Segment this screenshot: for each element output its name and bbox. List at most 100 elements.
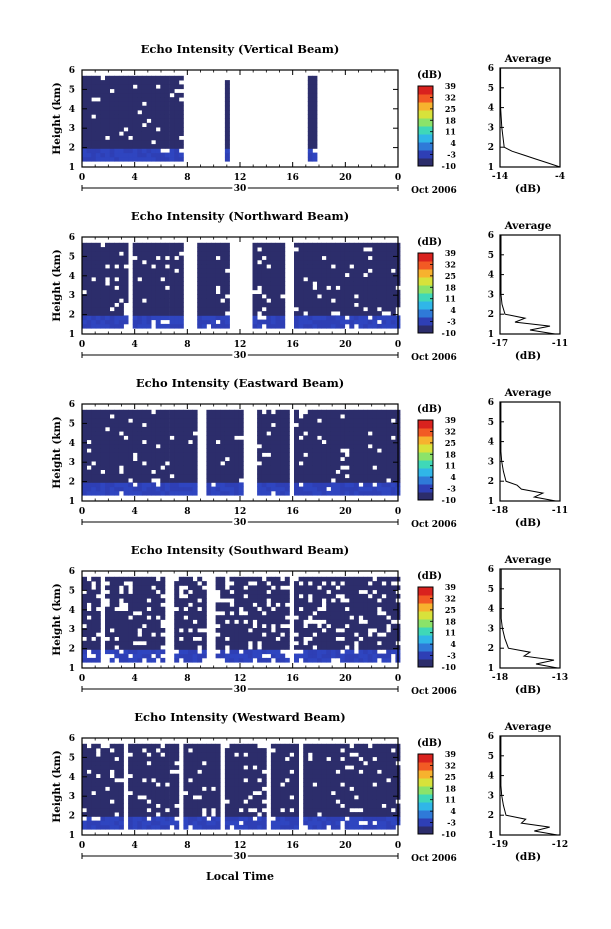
heatmap-cell — [155, 268, 161, 274]
heatmap-cell — [132, 461, 138, 466]
heatmap-cell — [128, 456, 134, 462]
heatmap-cell — [349, 640, 355, 646]
heatmap-cell — [344, 611, 350, 616]
heatmap-cell — [275, 778, 281, 783]
heatmap-cell — [132, 315, 138, 321]
heatmap-cell — [109, 803, 115, 809]
heatmap-cell — [197, 640, 203, 646]
heatmap-cell — [229, 657, 235, 663]
heatmap-cell — [201, 259, 207, 265]
heatmap-cell — [275, 628, 281, 633]
average-y-tick-label: 2 — [488, 310, 494, 320]
heatmap-cell — [376, 482, 382, 488]
heatmap-cell — [390, 414, 396, 419]
heatmap-cell — [155, 807, 161, 813]
heatmap-cell — [317, 277, 322, 282]
heatmap-cell — [141, 743, 147, 749]
heatmap-cell — [229, 628, 235, 633]
heatmap-cell — [284, 414, 290, 419]
heatmap-cell — [303, 272, 309, 278]
heatmap-cell — [270, 645, 276, 650]
heatmap-cell — [326, 289, 332, 295]
heatmap-cell — [215, 469, 221, 475]
heatmap-cell — [390, 478, 396, 483]
heatmap-cell — [86, 105, 92, 111]
heatmap-cell — [376, 431, 382, 436]
heatmap-cell — [363, 422, 369, 428]
heatmap-cell — [91, 478, 97, 483]
heatmap-cell — [174, 786, 180, 792]
heatmap-cell — [289, 820, 295, 826]
heatmap-cell — [151, 769, 157, 775]
heatmap-cell — [174, 139, 180, 145]
heatmap-cell — [238, 409, 244, 415]
heatmap-cell — [178, 131, 184, 136]
heatmap-cell — [95, 790, 101, 796]
heatmap-cell — [247, 773, 253, 779]
heatmap-cell — [358, 431, 364, 436]
heatmap-cell — [372, 431, 378, 436]
heatmap-cell — [105, 645, 110, 650]
heatmap-cell — [82, 611, 87, 616]
heatmap-cell — [197, 272, 203, 278]
heatmap-cell — [275, 247, 281, 252]
heatmap-cell — [280, 820, 286, 826]
heatmap-cell — [340, 452, 346, 458]
heatmap-cell — [146, 268, 152, 274]
heatmap-cell — [105, 490, 110, 496]
heatmap-cell — [91, 778, 97, 783]
heatmap-cell — [151, 105, 157, 111]
heatmap-cell — [91, 765, 97, 770]
heatmap-cell — [105, 444, 110, 449]
heatmap-cell — [128, 778, 134, 783]
heatmap-cell — [188, 743, 193, 749]
heatmap-cell — [307, 315, 313, 321]
heatmap-cell — [340, 490, 346, 496]
heatmap-cell — [220, 426, 226, 432]
heatmap-cell — [317, 581, 322, 586]
heatmap-cell — [326, 632, 332, 637]
heatmap-cell — [386, 444, 392, 449]
heatmap-cell — [206, 760, 212, 766]
heatmap-cell — [280, 743, 286, 749]
heatmap-cell — [390, 615, 396, 620]
heatmap-cell — [201, 756, 207, 762]
heatmap-cell — [330, 469, 336, 475]
heatmap-cell — [146, 469, 152, 475]
heatmap-cell — [164, 812, 170, 817]
average-y-tick-label: 6 — [488, 398, 494, 408]
heatmap-cell — [381, 623, 387, 629]
heatmap-cell — [275, 748, 281, 753]
heatmap-cell — [109, 469, 115, 475]
heatmap-cell — [86, 80, 92, 85]
colorbar-frame — [417, 252, 434, 334]
colorbar-frame — [417, 586, 434, 668]
heatmap-cell — [118, 439, 124, 445]
heatmap-cell — [298, 448, 304, 453]
heatmap-cell — [141, 611, 147, 616]
heatmap-cell — [294, 486, 299, 492]
heatmap-cell — [317, 632, 322, 637]
heatmap-cell — [224, 255, 230, 261]
heatmap-cell — [386, 285, 392, 291]
heatmap-cell — [146, 75, 152, 81]
heatmap-cell — [321, 302, 327, 308]
heatmap-cell — [146, 418, 152, 424]
heatmap-cell — [95, 135, 101, 141]
heatmap-cell — [132, 760, 138, 766]
heatmap-cell — [307, 431, 313, 436]
heatmap-cell — [340, 589, 346, 595]
heatmap-cell — [141, 803, 147, 809]
heatmap-cell — [169, 444, 175, 449]
heatmap-cell — [294, 268, 299, 274]
heatmap-cell — [340, 486, 346, 492]
heatmap-cell — [155, 110, 161, 115]
heatmap-cell — [367, 653, 373, 659]
heatmap-cell — [353, 409, 359, 415]
heatmap-cell — [294, 636, 299, 642]
heatmap-cell — [188, 469, 193, 475]
heatmap-cell — [326, 619, 332, 625]
heatmap-cell — [376, 242, 382, 248]
heatmap-cell — [95, 418, 101, 424]
heatmap-cell — [169, 422, 175, 428]
